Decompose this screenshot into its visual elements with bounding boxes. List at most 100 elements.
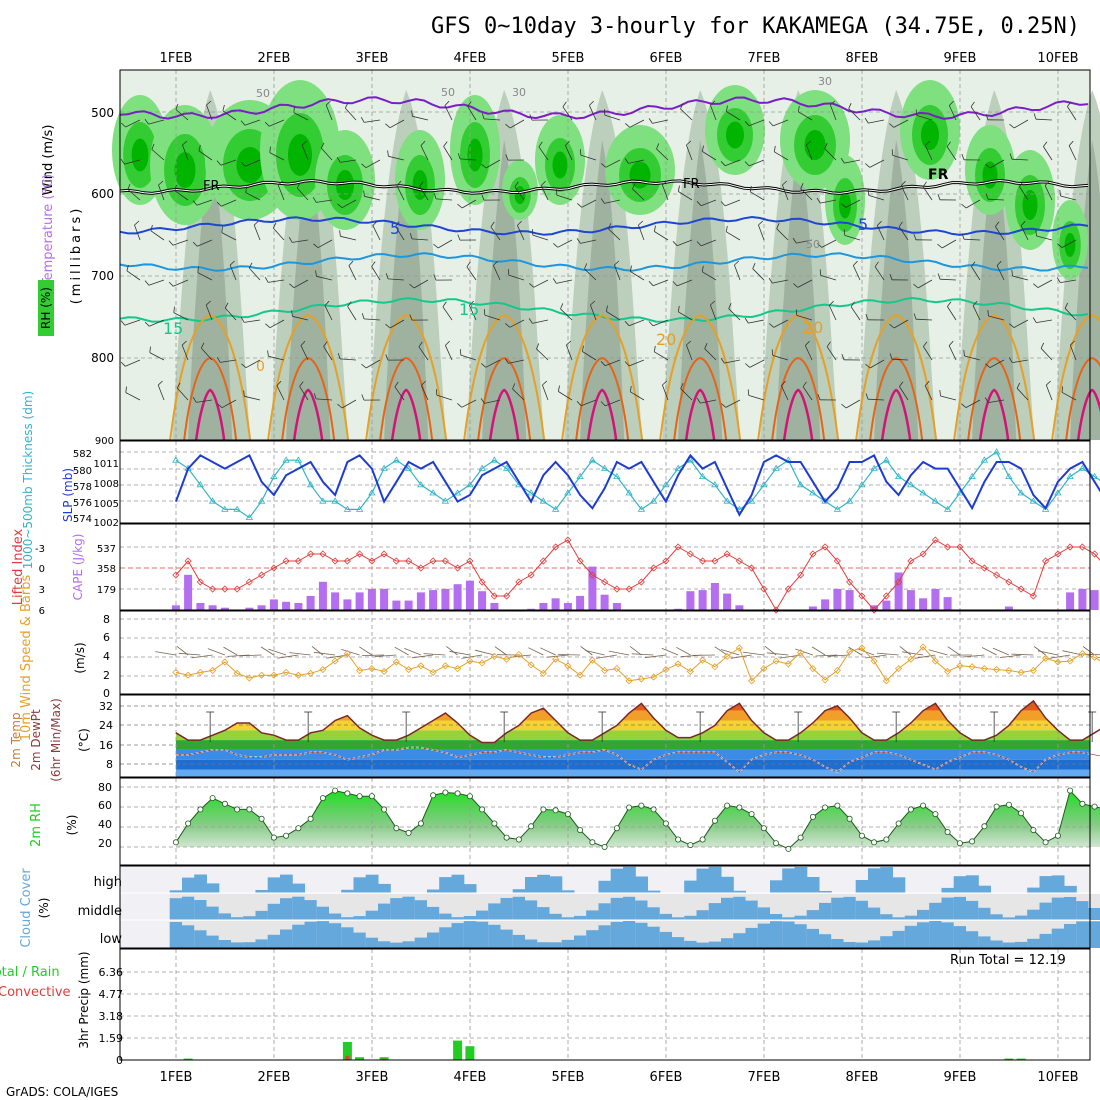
wind-barb: [175, 103, 179, 110]
lifted-index-point: [784, 585, 792, 593]
precip-bar: [465, 1046, 475, 1060]
wind-speed-point: [527, 661, 535, 669]
rh2m-point: [1079, 800, 1086, 807]
wind-barb: [385, 323, 391, 329]
wind-speed-point: [956, 662, 964, 670]
wind-barb: [220, 359, 237, 363]
wind-barb: [192, 241, 198, 247]
cloud-cell: [353, 932, 367, 948]
cape-bar: [931, 588, 940, 610]
rh2m-point: [809, 813, 816, 820]
wind-barb: [264, 121, 270, 127]
wind-barb: [293, 106, 295, 113]
cloud-cell-bg: [1015, 894, 1028, 920]
rh-shade: [580, 140, 625, 440]
y-tick-label: 1008: [94, 479, 119, 490]
cloud-cell-bg: [537, 921, 550, 948]
thickness-point: [453, 489, 462, 496]
cape-bar: [343, 599, 352, 610]
wind-barb: [676, 646, 691, 656]
wind-speed-point: [809, 665, 817, 673]
cloud-cell: [451, 923, 465, 948]
precip-axis: 6.36 4.77 3.18 1.59 0: [99, 966, 124, 1067]
cloud-cell: [757, 907, 771, 920]
temp-contour: [119, 296, 1089, 323]
cloud-cell: [635, 922, 648, 948]
wind-barb: [205, 300, 211, 306]
wind-barb: [201, 347, 213, 361]
wind-barb: [245, 186, 247, 193]
wind-barb: [483, 118, 501, 121]
axis-label-wind10m-unit: (m/s): [73, 642, 87, 673]
cloud-cell: [549, 942, 563, 948]
panel-frame: [119, 523, 1091, 611]
wind-barb: [469, 305, 477, 321]
wind-barb: [672, 281, 678, 287]
wind-barb: [1037, 279, 1053, 288]
wind-speed-point: [760, 665, 768, 673]
wind-barb: [528, 647, 544, 656]
wind-barb: [394, 386, 405, 401]
lifted-index-point: [319, 550, 327, 558]
wind-barb: [747, 389, 750, 396]
wind-barb: [769, 323, 775, 328]
wind-barb: [913, 233, 917, 240]
wind-barb: [124, 319, 141, 326]
rh2m-point: [895, 820, 902, 827]
wind-barb: [820, 199, 837, 204]
cloud-cell: [953, 876, 967, 893]
wind-barb: [805, 340, 810, 346]
wind-barb: [796, 239, 813, 244]
wind-barb: [444, 100, 450, 106]
wind-barb: [529, 114, 533, 121]
wind-barb: [173, 306, 175, 313]
y-tick-label: 1002: [94, 518, 119, 529]
wind-barb: [371, 266, 381, 281]
lifted-index-point: [466, 557, 474, 565]
cloud-cell: [304, 921, 318, 948]
wind-barb: [149, 346, 151, 353]
cloud-cell-bg: [708, 921, 722, 948]
wind-speed-point: [1066, 657, 1074, 665]
cloud-cell: [733, 933, 746, 948]
wind-barb: [829, 300, 834, 306]
cape-bar: [600, 594, 609, 610]
wind-barb: [316, 275, 333, 281]
wind-barb: [648, 281, 654, 286]
wind-barb: [556, 279, 573, 284]
rh2m-point: [601, 844, 608, 851]
wind-barb: [988, 315, 1005, 321]
wind-speed-point: [821, 676, 829, 684]
cloud-cell: [586, 930, 599, 948]
panel-frames: [119, 69, 1091, 1061]
axis-label-li: Lifted Index: [11, 528, 26, 605]
rh2m-point: [503, 834, 510, 841]
cloud-cell-bg: [549, 921, 563, 948]
lifted-index-point: [895, 578, 903, 586]
wind-barb: [793, 283, 799, 288]
temp-shading: [120, 695, 1090, 777]
temp-contour: [757, 313, 840, 441]
cloud-cell: [831, 939, 844, 948]
wind-barb: [988, 399, 1005, 403]
cloud-cell: [598, 880, 612, 893]
wind-barb: [606, 311, 621, 321]
wind-barb: [772, 355, 789, 361]
wind-barb: [253, 220, 259, 226]
cloud-cell: [341, 927, 354, 948]
wind-barb: [433, 243, 439, 249]
rh2m-point: [209, 795, 216, 802]
y-tick-label: 578: [73, 482, 92, 493]
wind-barb: [436, 394, 453, 401]
wind-barb: [388, 155, 405, 161]
cloud-cell: [243, 916, 256, 920]
wind-barb: [864, 117, 869, 124]
wind-barb: [987, 198, 1005, 201]
rh2m-point: [760, 825, 767, 832]
temp-band: [175, 720, 1090, 731]
wind-barb: [542, 384, 549, 401]
wind-barb: [313, 243, 319, 249]
wind-barb: [320, 142, 325, 149]
cape-bar: [906, 590, 915, 610]
cloud-cell-bg: [231, 894, 244, 920]
